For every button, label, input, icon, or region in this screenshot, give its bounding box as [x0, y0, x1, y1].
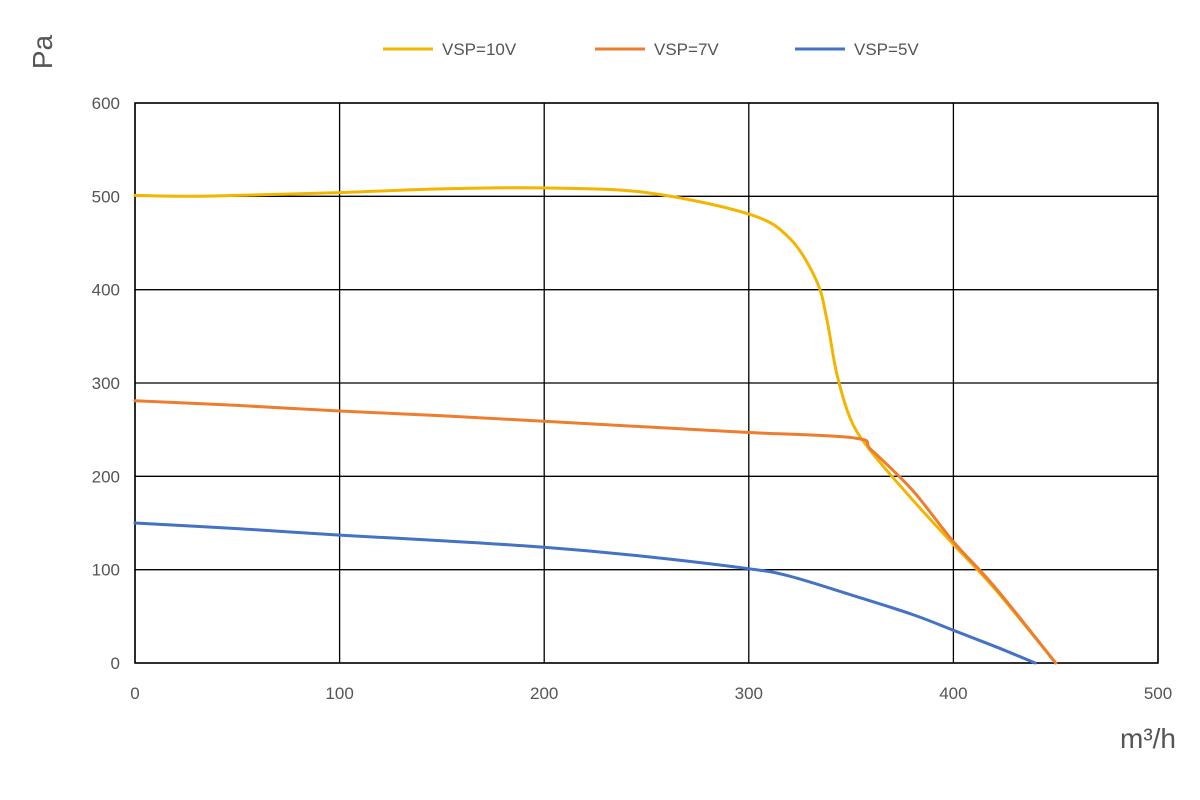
x-tick-label: 300 [735, 684, 763, 703]
x-tick-label: 200 [530, 684, 558, 703]
series-line-1 [133, 186, 1058, 665]
x-tick-label: 500 [1144, 684, 1172, 703]
legend-label: VSP=10V [442, 40, 517, 59]
series-line-2 [133, 399, 1058, 665]
x-axis-title: m³/h [1120, 723, 1176, 754]
y-tick-label: 200 [92, 467, 120, 486]
y-tick-label: 500 [92, 187, 120, 206]
y-tick-label: 100 [92, 561, 120, 580]
plot-area [134, 102, 1159, 664]
grid [134, 102, 1159, 664]
legend-label: VSP=5V [854, 40, 919, 59]
y-tick-label: 400 [92, 281, 120, 300]
y-axis-title: Pa [27, 34, 58, 69]
x-tick-label: 400 [939, 684, 967, 703]
x-tick-label: 0 [130, 684, 139, 703]
legend: VSP=10V VSP=7V VSP=5V [383, 40, 919, 59]
plot-border [134, 102, 1159, 664]
y-tick-label: 300 [92, 374, 120, 393]
y-tick-label: 0 [111, 654, 120, 673]
y-tick-label: 600 [92, 94, 120, 113]
y-axis-ticks: 0 100 200 300 400 500 600 [92, 94, 120, 673]
legend-label: VSP=7V [654, 40, 719, 59]
x-tick-label: 100 [325, 684, 353, 703]
series-lines [133, 186, 1058, 665]
x-axis-ticks: 0 100 200 300 400 500 [130, 684, 1172, 703]
series-line-3 [133, 521, 1037, 665]
